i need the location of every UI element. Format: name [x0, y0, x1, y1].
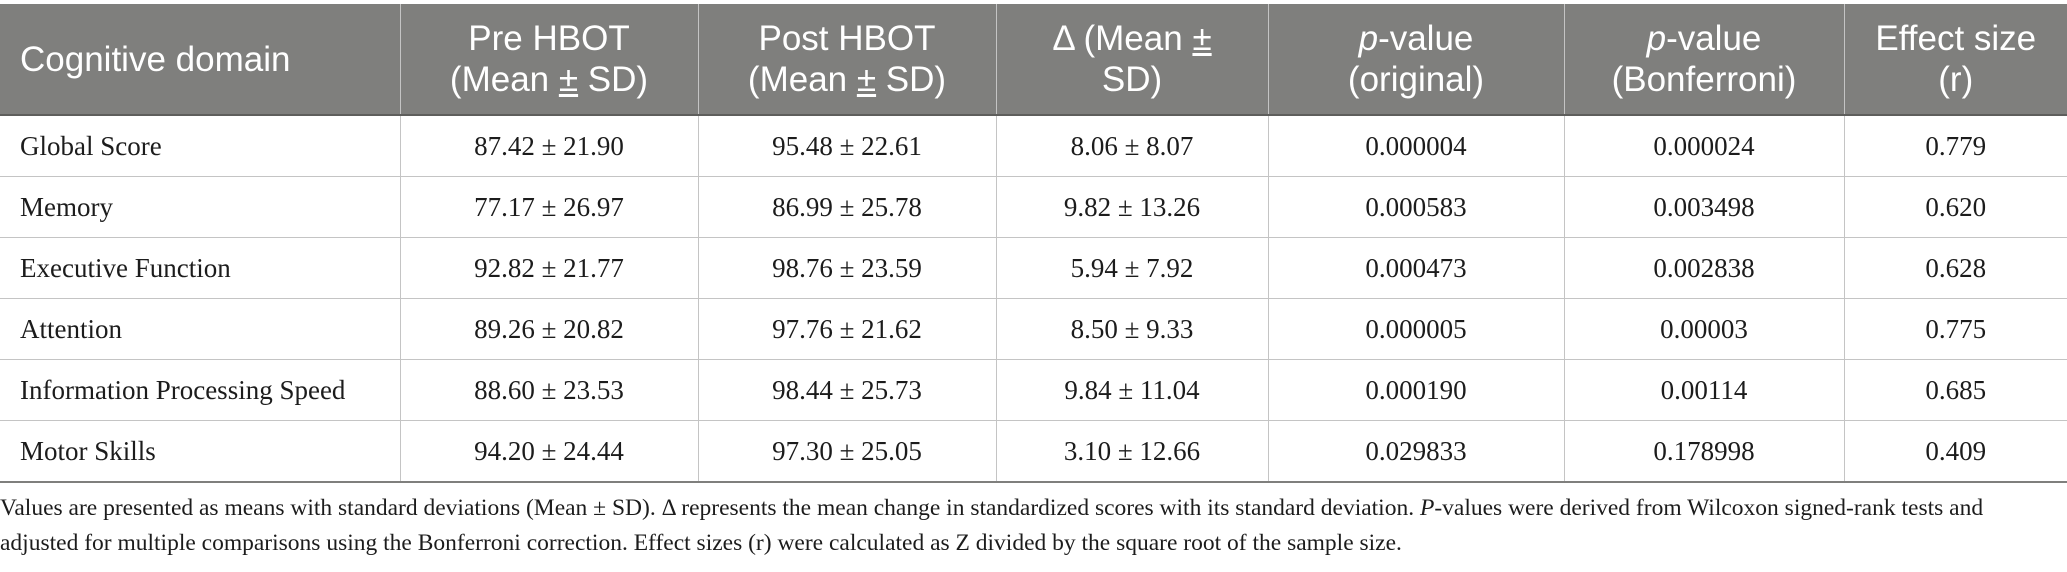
cell-p-original: 0.000190 — [1267, 359, 1564, 421]
table-body: Global Score 87.42 ± 21.90 95.48 ± 22.61… — [0, 115, 2067, 483]
table-header: Cognitive domain Pre HBOT (Mean ± SD) Po… — [0, 4, 2067, 116]
header-row: Cognitive domain Pre HBOT (Mean ± SD) Po… — [0, 4, 2067, 116]
cell-delta: 9.84 ± 11.04 — [995, 359, 1268, 421]
results-table: Cognitive domain Pre HBOT (Mean ± SD) Po… — [0, 4, 2067, 483]
header-post-hbot: Post HBOT (Mean ± SD) — [697, 4, 996, 116]
cell-p-original: 0.000004 — [1267, 115, 1564, 177]
cell-pre-hbot: 77.17 ± 26.97 — [399, 176, 698, 238]
cell-post-hbot: 98.76 ± 23.59 — [697, 237, 996, 299]
cell-pre-hbot: 87.42 ± 21.90 — [399, 115, 698, 177]
table-row: Attention 89.26 ± 20.82 97.76 ± 21.62 8.… — [0, 298, 2067, 360]
cell-delta: 3.10 ± 12.66 — [995, 420, 1268, 483]
cell-p-bonferroni: 0.00003 — [1563, 298, 1844, 360]
cell-p-original: 0.000583 — [1267, 176, 1564, 238]
cell-domain: Global Score — [0, 115, 400, 177]
cell-delta: 9.82 ± 13.26 — [995, 176, 1268, 238]
cell-p-bonferroni: 0.00114 — [1563, 359, 1844, 421]
cell-p-bonferroni: 0.003498 — [1563, 176, 1844, 238]
cell-post-hbot: 97.30 ± 25.05 — [697, 420, 996, 483]
cell-post-hbot: 97.76 ± 21.62 — [697, 298, 996, 360]
cell-domain: Memory — [0, 176, 400, 238]
cell-effect-size: 0.628 — [1843, 237, 2067, 299]
cell-pre-hbot: 92.82 ± 21.77 — [399, 237, 698, 299]
cell-delta: 5.94 ± 7.92 — [995, 237, 1268, 299]
table-row: Motor Skills 94.20 ± 24.44 97.30 ± 25.05… — [0, 420, 2067, 483]
header-cognitive-domain: Cognitive domain — [0, 4, 400, 116]
header-delta: Δ (Mean ± SD) — [995, 4, 1268, 116]
cell-pre-hbot: 89.26 ± 20.82 — [399, 298, 698, 360]
cell-domain: Executive Function — [0, 237, 400, 299]
cell-domain: Attention — [0, 298, 400, 360]
cell-p-original: 0.000473 — [1267, 237, 1564, 299]
cell-delta: 8.50 ± 9.33 — [995, 298, 1268, 360]
cell-p-original: 0.029833 — [1267, 420, 1564, 483]
cell-pre-hbot: 94.20 ± 24.44 — [399, 420, 698, 483]
cell-effect-size: 0.775 — [1843, 298, 2067, 360]
table-row: Memory 77.17 ± 26.97 86.99 ± 25.78 9.82 … — [0, 176, 2067, 238]
header-effect-size: Effect size (r) — [1843, 4, 2067, 116]
table-row: Information Processing Speed 88.60 ± 23.… — [0, 359, 2067, 421]
cell-p-bonferroni: 0.178998 — [1563, 420, 1844, 483]
cell-post-hbot: 95.48 ± 22.61 — [697, 115, 996, 177]
table-row: Global Score 87.42 ± 21.90 95.48 ± 22.61… — [0, 115, 2067, 177]
table-footnote: Values are presented as means with stand… — [0, 495, 1984, 556]
cell-post-hbot: 98.44 ± 25.73 — [697, 359, 996, 421]
header-p-value-original: p-value (original) — [1267, 4, 1564, 116]
table-row: Executive Function 92.82 ± 21.77 98.76 ±… — [0, 237, 2067, 299]
cell-post-hbot: 86.99 ± 25.78 — [697, 176, 996, 238]
cell-delta: 8.06 ± 8.07 — [995, 115, 1268, 177]
cell-domain: Motor Skills — [0, 420, 400, 483]
cell-effect-size: 0.685 — [1843, 359, 2067, 421]
cell-effect-size: 0.779 — [1843, 115, 2067, 177]
cell-effect-size: 0.620 — [1843, 176, 2067, 238]
cell-pre-hbot: 88.60 ± 23.53 — [399, 359, 698, 421]
header-pre-hbot: Pre HBOT (Mean ± SD) — [399, 4, 698, 116]
cell-p-bonferroni: 0.000024 — [1563, 115, 1844, 177]
cell-p-original: 0.000005 — [1267, 298, 1564, 360]
cell-domain: Information Processing Speed — [0, 359, 400, 421]
cell-effect-size: 0.409 — [1843, 420, 2067, 483]
cell-p-bonferroni: 0.002838 — [1563, 237, 1844, 299]
header-p-value-bonferroni: p-value (Bonferroni) — [1563, 4, 1844, 116]
